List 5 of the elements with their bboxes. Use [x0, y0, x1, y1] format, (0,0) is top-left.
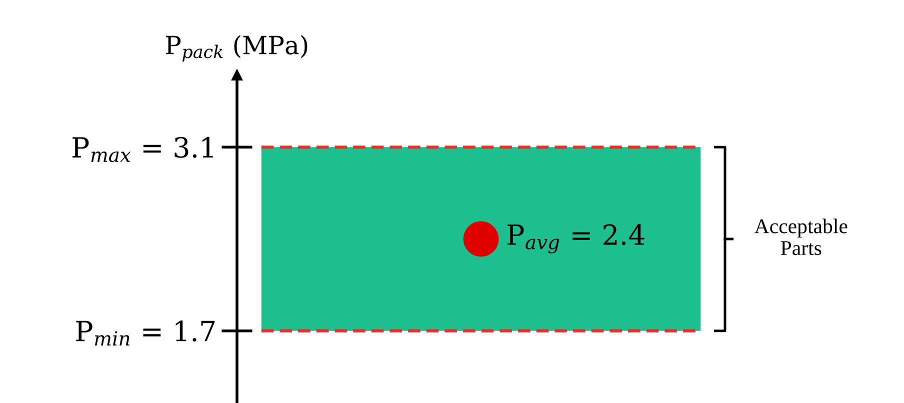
band-label: Acceptable Parts — [754, 218, 848, 256]
y-tick-label: P$_{max}$ = 3.1 — [72, 136, 213, 162]
annotation: P$_{avg}$ = 2.4 — [508, 224, 644, 254]
y-tick-label: P$_{min}$ = 1.7 — [76, 320, 215, 346]
y-axis-title: P$_{pack}$ (MPa) — [166, 35, 308, 62]
